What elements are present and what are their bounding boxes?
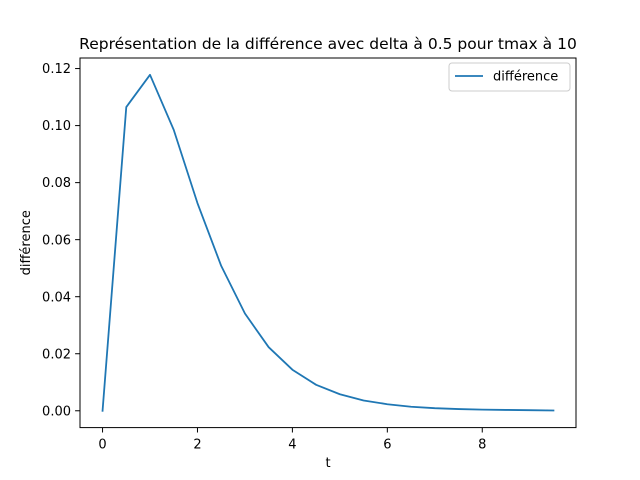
legend: différence <box>448 62 571 92</box>
y-tick-label: 0.12 <box>42 62 71 77</box>
y-tick-label: 0.02 <box>42 347 71 362</box>
legend-box <box>448 62 571 92</box>
plot-area-frame <box>79 57 577 429</box>
x-axis-ticks: 0 2 4 6 8 <box>98 427 486 453</box>
y-tick-label: 0.06 <box>42 233 71 248</box>
y-tick-label: 0.00 <box>42 404 71 419</box>
x-tick-label: 2 <box>193 438 201 453</box>
y-tick-label: 0.04 <box>42 290 71 305</box>
legend-label-difference: différence <box>493 70 558 85</box>
x-tick-label: 8 <box>478 438 486 453</box>
chart-title: Représentation de la différence avec del… <box>79 35 577 53</box>
x-axis-label: t <box>325 456 330 471</box>
y-axis-label: différence <box>19 210 34 275</box>
x-tick-label: 6 <box>383 438 391 453</box>
x-tick-label: 4 <box>288 438 296 453</box>
y-axis-ticks: 0.00 0.02 0.04 0.06 0.08 0.10 0.12 <box>42 62 80 419</box>
x-tick-label: 0 <box>98 438 106 453</box>
y-tick-label: 0.10 <box>42 119 71 134</box>
y-tick-label: 0.08 <box>42 176 71 191</box>
series-line-difference <box>101 73 555 412</box>
